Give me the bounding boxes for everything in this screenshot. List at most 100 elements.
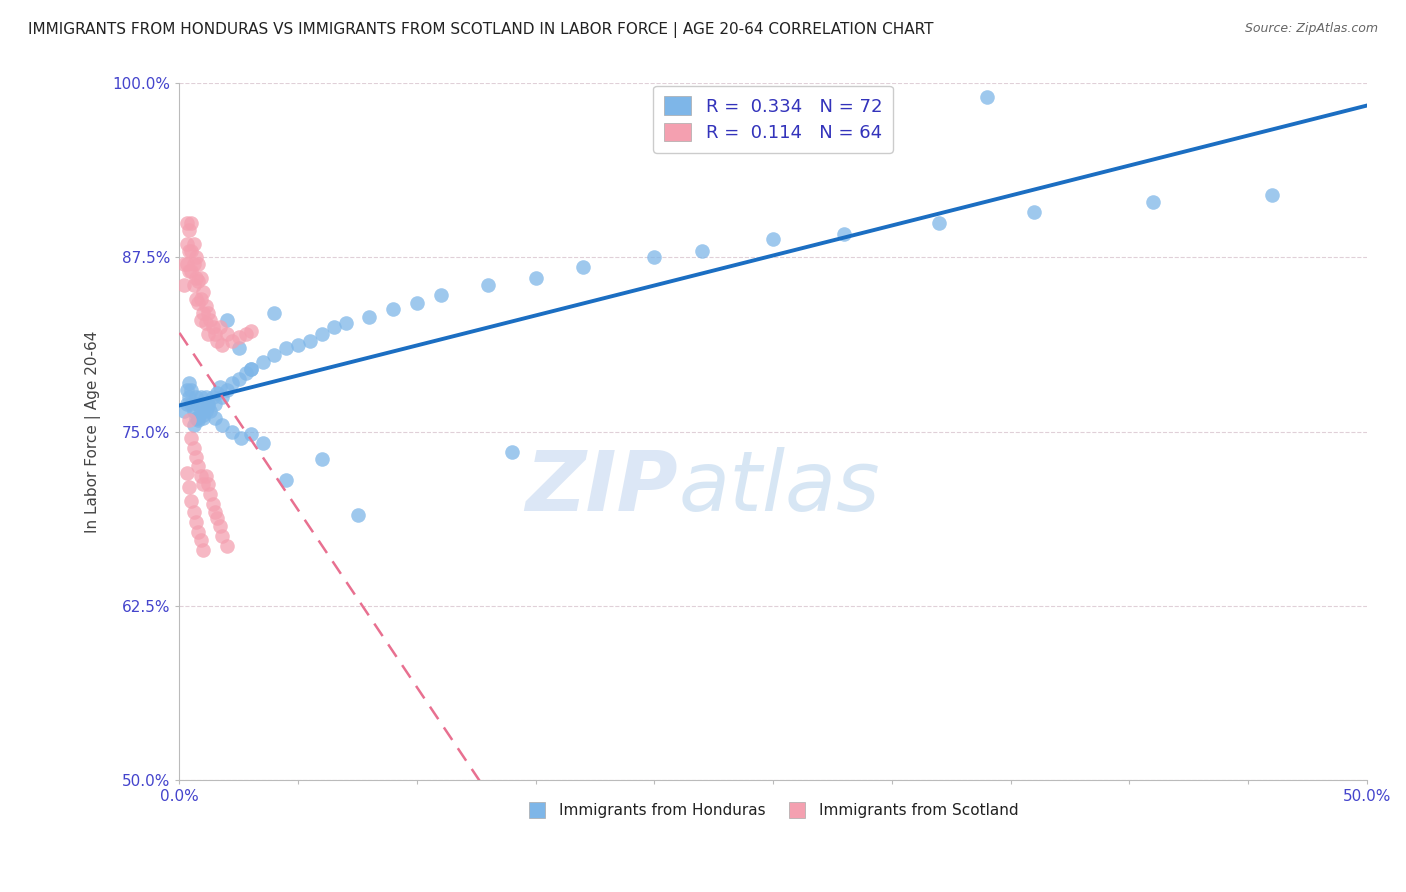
Point [187, 413, 209, 427]
Point [187, 397, 209, 411]
Point [211, 417, 233, 432]
Point [834, 227, 856, 241]
Point [173, 257, 195, 271]
Point [239, 324, 262, 338]
Point [184, 515, 207, 529]
Point [187, 410, 209, 425]
Point [690, 244, 713, 258]
Point [382, 301, 405, 316]
Point [190, 271, 212, 285]
Point [194, 390, 217, 404]
Point [276, 341, 298, 355]
Text: ZIP: ZIP [526, 447, 678, 528]
Point [190, 533, 212, 548]
Point [346, 508, 368, 522]
Point [221, 334, 243, 348]
Point [201, 320, 224, 334]
Point [176, 216, 198, 230]
Point [176, 383, 198, 397]
Point [215, 539, 238, 553]
Point [193, 542, 215, 557]
Point [228, 330, 250, 344]
Point [228, 341, 250, 355]
Point [183, 257, 205, 271]
Point [194, 299, 217, 313]
Point [184, 390, 207, 404]
Point [193, 397, 215, 411]
Point [322, 320, 344, 334]
Point [228, 371, 250, 385]
Point [193, 477, 215, 491]
Point [176, 236, 198, 251]
Point [180, 494, 202, 508]
Point [235, 327, 257, 342]
Point [501, 445, 523, 459]
Point [190, 403, 212, 417]
Point [173, 403, 195, 417]
Point [200, 313, 222, 327]
Point [477, 278, 499, 293]
Point [1142, 194, 1164, 209]
Point [406, 296, 429, 310]
Point [177, 376, 200, 390]
Point [1024, 204, 1046, 219]
Point [193, 410, 215, 425]
Point [208, 519, 231, 533]
Point [239, 427, 262, 442]
Point [177, 222, 200, 236]
Point [429, 288, 451, 302]
Point [183, 417, 205, 432]
Point [207, 385, 229, 400]
Point [231, 432, 253, 446]
Point [211, 338, 233, 352]
Point [197, 306, 219, 320]
Point [239, 362, 262, 376]
Point [184, 450, 207, 464]
Point [215, 313, 238, 327]
Point [299, 334, 322, 348]
Point [190, 292, 212, 306]
Point [177, 244, 200, 258]
Point [204, 505, 226, 519]
Point [200, 403, 222, 417]
Point [180, 216, 202, 230]
Point [194, 469, 217, 483]
Point [204, 397, 226, 411]
Point [335, 316, 357, 330]
Point [524, 271, 547, 285]
Point [194, 316, 217, 330]
Point [207, 334, 229, 348]
Point [184, 251, 207, 265]
Point [976, 90, 998, 104]
Point [180, 432, 202, 446]
Y-axis label: In Labor Force | Age 20-64: In Labor Force | Age 20-64 [86, 330, 101, 533]
Point [197, 400, 219, 414]
Point [215, 383, 238, 397]
Point [263, 348, 285, 362]
Point [211, 529, 233, 543]
Point [928, 216, 950, 230]
Point [204, 410, 226, 425]
Point [180, 383, 202, 397]
Point [193, 285, 215, 300]
Point [572, 260, 595, 275]
Point [187, 524, 209, 539]
Point [187, 274, 209, 288]
Point [287, 338, 309, 352]
Point [187, 459, 209, 474]
Point [311, 452, 333, 467]
Point [193, 306, 215, 320]
Point [239, 362, 262, 376]
Point [359, 310, 381, 325]
Point [190, 390, 212, 404]
Point [184, 271, 207, 285]
Point [184, 292, 207, 306]
Point [177, 264, 200, 278]
Point [200, 487, 222, 501]
Point [311, 327, 333, 342]
Point [263, 306, 285, 320]
Point [197, 327, 219, 342]
Point [252, 435, 274, 450]
Point [204, 327, 226, 342]
Point [211, 390, 233, 404]
